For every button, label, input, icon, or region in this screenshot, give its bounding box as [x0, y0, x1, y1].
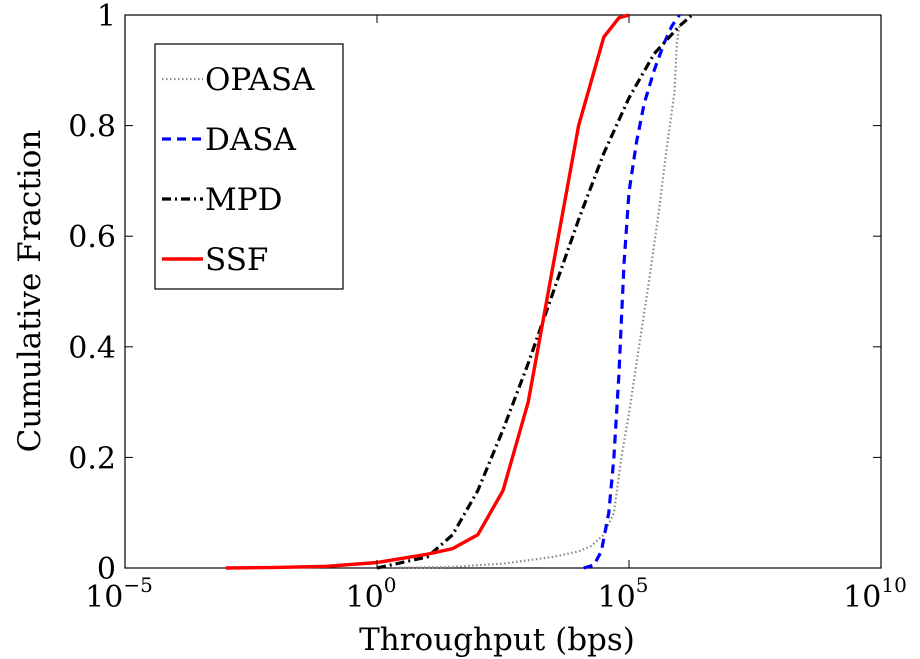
- x-tick-label: 10−5: [85, 573, 153, 615]
- y-axis-label: Cumulative Fraction: [12, 130, 48, 453]
- legend-label-dasa: DASA: [205, 122, 296, 158]
- y-tick-label: 0.4: [68, 331, 116, 366]
- legend: OPASA DASA MPD SSF: [154, 43, 344, 290]
- series-line-mpd: [376, 13, 694, 570]
- x-axis-ticks: 10−5 100 105 1010: [85, 15, 907, 615]
- y-tick-label: 1: [97, 0, 116, 34]
- plot-lines: [225, 13, 694, 570]
- legend-label-ssf: SSF: [205, 242, 268, 278]
- y-axis-ticks: 0 0.2 0.4 0.6 0.8 1: [68, 0, 881, 587]
- legend-box: [154, 43, 344, 290]
- y-tick-label: 0.8: [68, 110, 116, 145]
- y-tick-label: 0: [97, 552, 116, 587]
- legend-label-mpd: MPD: [205, 182, 282, 218]
- series-line-opasa: [392, 25, 681, 570]
- series-line-dasa: [583, 14, 681, 570]
- x-axis-label: Throughput (bps): [359, 622, 635, 658]
- y-tick-label: 0.6: [68, 220, 116, 255]
- series-line-ssf: [225, 13, 630, 570]
- x-tick-label: 1010: [843, 573, 907, 615]
- x-tick-label: 100: [346, 573, 397, 615]
- y-tick-label: 0.2: [68, 441, 116, 476]
- legend-label-opasa: OPASA: [205, 62, 315, 98]
- x-tick-label: 105: [598, 573, 649, 615]
